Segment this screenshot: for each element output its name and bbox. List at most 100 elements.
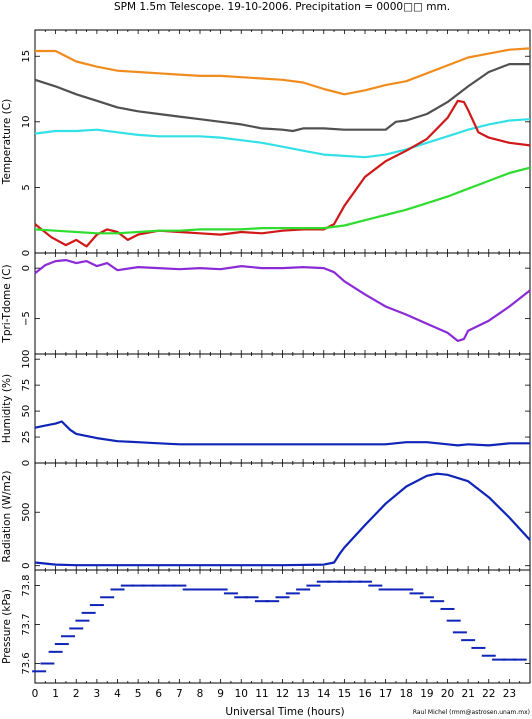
y-tick-label: 73.7 [21, 613, 32, 635]
data-point [419, 596, 434, 599]
data-point [48, 650, 63, 653]
y-tick-label: 100 [21, 350, 32, 369]
data-point [430, 600, 445, 603]
panel-humidity: 0 25 50 75 100 Humidity (%) [1, 350, 531, 466]
data-point [461, 639, 476, 642]
y-tick-label: 10 [21, 115, 32, 128]
credit-text: Raul Michel (rmm@astrosen.unam.mx) [413, 709, 530, 716]
data-point [40, 662, 55, 665]
data-point [502, 658, 517, 661]
y-tick-label: 75 [21, 379, 32, 392]
y-tick-label: 25 [21, 431, 32, 444]
y-tick-label: 0 [21, 563, 32, 569]
panel-frame [34, 462, 531, 571]
data-point [440, 607, 455, 610]
y-tick-label: −5 [21, 311, 32, 326]
x-tick-label: 21 [461, 688, 474, 700]
y-axis-label: Tpri-Tdome (C) [1, 264, 13, 343]
data-point [75, 619, 90, 622]
x-tick-label: 20 [441, 688, 454, 700]
panel-frame [34, 29, 531, 254]
data-point [89, 604, 104, 607]
data-point [512, 658, 527, 661]
series-line-gray [34, 62, 530, 133]
y-axis-label: Humidity (%) [1, 374, 13, 443]
data-point [481, 654, 496, 657]
panel-tpri: 0 −5 Tpri-Tdome (C) [1, 252, 531, 355]
data-point [141, 584, 156, 587]
chart-title: SPM 1.5m Telescope. 19-10-2006. Precipit… [114, 1, 450, 13]
data-point [254, 600, 269, 603]
y-tick-label: 73.8 [21, 574, 32, 596]
y-axis-label: Temperature (C) [1, 99, 13, 185]
y-tick-label: 0 [21, 460, 32, 466]
data-point [378, 588, 393, 591]
data-point [81, 611, 96, 614]
x-tick-labels: 0 1 2 3 4 5 6 7 8 9 10 11 12 13 14 15 16 17 18 19 20 21 22 23 [32, 688, 516, 700]
x-tick-label: 0 [32, 688, 39, 700]
data-point [265, 600, 280, 603]
data-point [151, 584, 166, 587]
x-tick-label: 22 [482, 688, 495, 700]
data-point [399, 588, 414, 591]
x-tick-label: 12 [276, 688, 289, 700]
x-tick-label: 15 [338, 688, 351, 700]
x-tick-label: 6 [155, 688, 162, 700]
data-point [358, 580, 372, 583]
data-point [234, 596, 249, 599]
data-point [409, 592, 424, 595]
x-tick-label: 16 [358, 688, 372, 700]
panel-frame [34, 569, 531, 684]
x-tick-label: 18 [400, 688, 413, 700]
y-tick-label: 73.6 [21, 652, 32, 674]
data-point [316, 580, 331, 583]
data-point [162, 584, 177, 587]
x-tick-label: 7 [176, 688, 183, 700]
data-point [452, 631, 467, 634]
panel-temperature: 0 5 10 15 Temperature (C) [1, 29, 531, 256]
y-axis-label: Pressure (kPa) [1, 589, 13, 664]
data-point [368, 584, 383, 587]
data-point [275, 596, 290, 599]
data-point [182, 588, 197, 591]
x-tick-label: 5 [135, 688, 142, 700]
data-point [203, 588, 218, 591]
data-point [244, 596, 259, 599]
data-point [172, 584, 187, 587]
data-point [285, 592, 300, 595]
y-tick-label: 500 [21, 503, 32, 522]
data-point [100, 596, 115, 599]
data-point [193, 588, 207, 591]
data-point [296, 588, 311, 591]
y-tick-label: 50 [21, 405, 32, 418]
data-point [471, 646, 486, 649]
data-point [492, 658, 507, 661]
series-line-blue [34, 420, 530, 447]
data-point [69, 627, 84, 630]
y-tick-label: 15 [21, 50, 32, 63]
series-points [32, 580, 527, 673]
data-point [32, 670, 47, 673]
x-tick-label: 3 [94, 688, 101, 700]
x-tick-label: 8 [197, 688, 204, 700]
x-tick-label: 1 [52, 688, 59, 700]
data-point [61, 635, 75, 638]
data-point [327, 580, 342, 583]
data-point [388, 588, 403, 591]
x-tick-label: 11 [255, 688, 268, 700]
panel-frame [34, 353, 531, 464]
data-point [446, 619, 461, 622]
series-line-orange [35, 47, 531, 96]
panel-radiation: 0 500 Radiation (W/m2) [1, 462, 531, 571]
x-tick-label: 17 [379, 688, 392, 700]
series-line-green [34, 166, 531, 235]
data-point [213, 588, 228, 591]
x-axis-label: Universal Time (hours) [225, 706, 344, 718]
data-point [131, 584, 146, 587]
series-line-red [34, 99, 531, 248]
x-tick-label: 2 [73, 688, 80, 700]
y-tick-label: 5 [21, 184, 32, 190]
x-tick-label: 4 [114, 688, 121, 700]
